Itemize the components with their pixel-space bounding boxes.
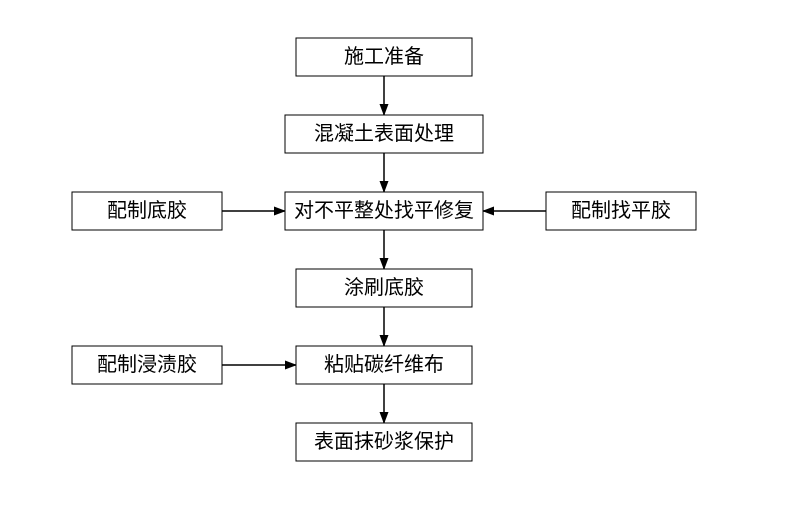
node-label: 施工准备 — [344, 45, 424, 68]
flow-node-r1: 配制找平胶 — [546, 192, 696, 230]
flow-node-n6: 表面抹砂浆保护 — [296, 423, 472, 461]
flow-node-n3: 对不平整处找平修复 — [285, 192, 483, 230]
flow-node-l1: 配制底胶 — [72, 192, 222, 230]
node-label: 混凝土表面处理 — [314, 122, 454, 145]
flow-node-l2: 配制浸渍胶 — [72, 346, 222, 384]
flow-node-n4: 涂刷底胶 — [296, 269, 472, 307]
node-label: 配制底胶 — [107, 199, 187, 222]
flow-node-n1: 施工准备 — [296, 38, 472, 76]
flow-node-n5: 粘贴碳纤维布 — [296, 346, 472, 384]
node-label: 配制找平胶 — [571, 199, 671, 222]
node-label: 涂刷底胶 — [344, 276, 424, 299]
node-label: 表面抹砂浆保护 — [314, 430, 454, 453]
flow-node-n2: 混凝土表面处理 — [285, 115, 483, 153]
flowchart-canvas: 施工准备混凝土表面处理对不平整处找平修复涂刷底胶粘贴碳纤维布表面抹砂浆保护 配制底… — [0, 0, 800, 530]
node-label: 粘贴碳纤维布 — [324, 353, 444, 376]
node-label: 对不平整处找平修复 — [294, 199, 474, 222]
node-label: 配制浸渍胶 — [97, 353, 197, 376]
